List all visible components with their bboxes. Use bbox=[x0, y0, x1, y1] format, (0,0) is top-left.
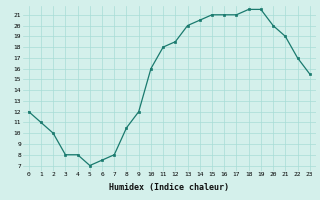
X-axis label: Humidex (Indice chaleur): Humidex (Indice chaleur) bbox=[109, 183, 229, 192]
